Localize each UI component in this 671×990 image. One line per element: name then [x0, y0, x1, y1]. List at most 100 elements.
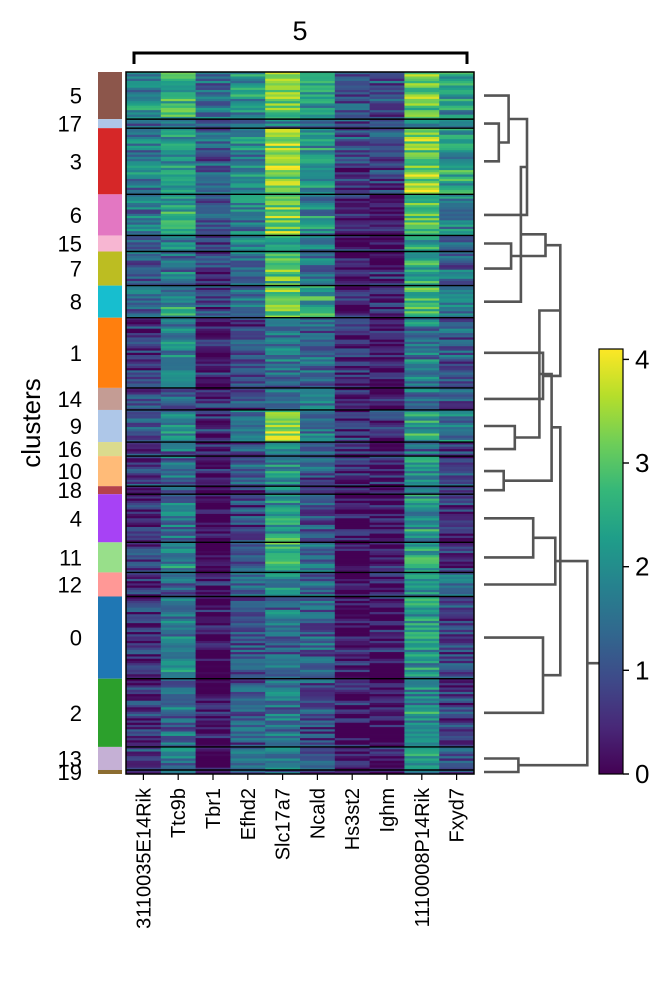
heatmap-cell	[126, 298, 162, 301]
heatmap-cell	[404, 114, 440, 118]
heatmap-cell	[404, 568, 440, 571]
heatmap-cell	[334, 80, 370, 84]
heatmap-cell	[230, 165, 266, 169]
heatmap-cell	[404, 468, 440, 472]
heatmap-cell	[195, 346, 231, 349]
heatmap-cell	[195, 522, 231, 526]
heatmap-cell	[369, 625, 405, 629]
heatmap-cell	[160, 645, 196, 649]
heatmap-cell	[404, 707, 440, 710]
heatmap-cell	[300, 87, 336, 91]
heatmap-cell	[300, 507, 336, 510]
heatmap-cell	[300, 449, 336, 452]
heatmap-cell	[404, 479, 440, 483]
heatmap-cell	[160, 424, 196, 428]
heatmap-cell	[369, 283, 405, 287]
heatmap-cell	[439, 729, 475, 732]
heatmap-cell	[195, 468, 231, 472]
heatmap-cell	[265, 258, 301, 261]
heatmap-cell	[230, 484, 266, 487]
heatmap-cell	[300, 484, 336, 487]
heatmap-cell	[439, 357, 475, 360]
heatmap-cell	[230, 652, 266, 655]
heatmap-cell	[369, 663, 405, 666]
heatmap-cell	[126, 537, 162, 541]
heatmap-cell	[369, 311, 405, 314]
heatmap-cell	[230, 178, 266, 182]
heatmap-cell	[334, 451, 370, 455]
heatmap-cell	[126, 141, 162, 145]
heatmap-cell	[300, 309, 336, 312]
heatmap-cell	[265, 176, 301, 180]
heatmap-cell	[126, 143, 162, 147]
heatmap-cell	[195, 481, 231, 485]
heatmap-cell	[300, 505, 336, 508]
heatmap-cell	[334, 678, 370, 682]
heatmap-cell	[334, 424, 370, 428]
heatmap-cell	[126, 477, 162, 481]
heatmap-cell	[404, 352, 440, 356]
heatmap-cell	[300, 753, 336, 757]
heatmap-cell	[265, 522, 301, 526]
heatmap-cell	[126, 563, 162, 567]
heatmap-cell	[404, 713, 440, 717]
heatmap-cell	[195, 439, 231, 443]
heatmap-cell	[334, 720, 370, 724]
heatmap-cell	[404, 669, 440, 673]
heatmap-cell	[230, 274, 266, 277]
heatmap-cell	[369, 183, 405, 186]
heatmap-cell	[160, 260, 196, 264]
heatmap-cell	[334, 674, 370, 677]
heatmap-cell	[404, 618, 440, 622]
heatmap-cell	[160, 760, 196, 764]
heatmap-cell	[300, 379, 336, 382]
heatmap-cell	[334, 516, 370, 519]
heatmap-cell	[230, 620, 266, 624]
heatmap-cell	[160, 203, 196, 206]
heatmap-cell	[300, 689, 336, 693]
heatmap-cell	[195, 456, 231, 459]
heatmap-cell	[230, 696, 266, 699]
heatmap-cell	[265, 446, 301, 450]
heatmap-cell	[439, 174, 475, 178]
heatmap-cell	[369, 396, 405, 400]
heatmap-cell	[334, 215, 370, 219]
heatmap-cell	[404, 74, 440, 77]
heatmap-cell	[369, 724, 405, 728]
heatmap-cell	[369, 233, 405, 236]
heatmap-cell	[265, 563, 301, 567]
heatmap-cell	[160, 156, 196, 160]
heatmap-cell	[369, 89, 405, 93]
heatmap-cell	[230, 416, 266, 419]
heatmap-cell	[439, 121, 475, 125]
heatmap-cell	[369, 132, 405, 136]
heatmap-cell	[195, 335, 231, 338]
heatmap-cell	[195, 176, 231, 180]
heatmap-cell	[195, 92, 231, 95]
heatmap-cell	[334, 620, 370, 624]
heatmap-cell	[160, 309, 196, 312]
heatmap-cell	[265, 537, 301, 541]
heatmap-cell	[126, 370, 162, 373]
heatmap-cell	[195, 634, 231, 637]
heatmap-cell	[369, 733, 405, 737]
gene-label: Ighm	[377, 788, 399, 832]
heatmap-cell	[265, 253, 301, 257]
heatmap-cell	[160, 548, 196, 552]
heatmap-cell	[265, 354, 301, 358]
heatmap-cell	[439, 136, 475, 140]
heatmap-cell	[160, 267, 196, 271]
heatmap-cell	[230, 724, 266, 728]
heatmap-cell	[439, 114, 475, 118]
heatmap-cell	[404, 623, 440, 626]
heatmap-cell	[126, 507, 162, 510]
heatmap-cell	[369, 649, 405, 653]
heatmap-cell	[300, 592, 336, 595]
heatmap-cell	[404, 709, 440, 713]
heatmap-cell	[439, 134, 475, 138]
heatmap-cell	[160, 468, 196, 472]
heatmap-cell	[334, 555, 370, 558]
heatmap-cell	[334, 632, 370, 635]
heatmap-cell	[126, 218, 162, 221]
heatmap-cell	[265, 683, 301, 686]
